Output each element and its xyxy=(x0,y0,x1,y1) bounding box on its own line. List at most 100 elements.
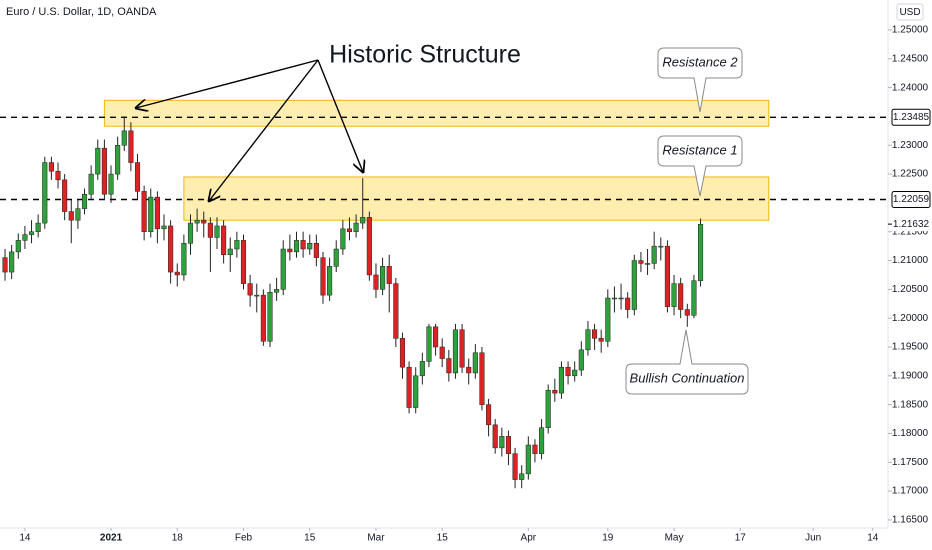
candle-body xyxy=(62,179,68,212)
x-tick-label: 17 xyxy=(735,533,747,544)
y-tick-label: 1.22500 xyxy=(892,169,929,180)
candle-body xyxy=(353,222,359,232)
candle-body xyxy=(585,329,591,351)
candle-body xyxy=(691,280,697,316)
candle-body xyxy=(187,222,194,244)
y-tick-label: 1.21000 xyxy=(892,255,929,266)
level-label: 1.23485 xyxy=(893,112,930,123)
y-tick-label: 1.20000 xyxy=(892,313,929,324)
candle-body xyxy=(519,473,525,480)
candle-body xyxy=(227,248,233,256)
candle-body xyxy=(645,263,651,265)
y-tick-label: 1.18000 xyxy=(892,428,929,439)
y-tick-label: 1.17500 xyxy=(892,457,929,468)
zone xyxy=(183,176,770,221)
candle-body xyxy=(274,289,280,293)
candle-body xyxy=(115,145,121,175)
historic-arrows xyxy=(136,59,363,201)
x-tick-label: Mar xyxy=(367,533,385,544)
candle-body xyxy=(419,361,425,377)
candle-body xyxy=(128,130,134,163)
candle-body xyxy=(373,274,379,290)
level-label-box xyxy=(891,108,931,126)
candle-body xyxy=(631,260,637,310)
x-tick-label: 18 xyxy=(172,533,184,544)
candle-body xyxy=(558,366,564,394)
candle-body xyxy=(280,248,286,290)
candle-body xyxy=(479,352,485,405)
candle-body xyxy=(340,228,346,250)
candle-body xyxy=(2,257,8,273)
callout-text: Resistance 1 xyxy=(662,142,737,157)
x-tick-label: Apr xyxy=(521,533,537,544)
last-price-label: 1.21632 xyxy=(893,219,930,230)
candle-body xyxy=(671,283,677,307)
candle-body xyxy=(207,222,213,238)
candle-body xyxy=(638,260,644,264)
candle-body xyxy=(168,225,174,273)
candle-body xyxy=(565,366,571,377)
callout-text: Bullish Continuation xyxy=(630,370,745,385)
candle-body xyxy=(399,338,406,368)
candle-body xyxy=(141,191,147,232)
candle-body xyxy=(267,291,273,342)
candle-body xyxy=(293,240,300,253)
candle-body xyxy=(55,170,61,181)
candle-body xyxy=(9,251,15,273)
candle-body xyxy=(260,294,266,342)
candle-body xyxy=(413,375,419,408)
zones xyxy=(103,99,770,221)
candle-body xyxy=(592,329,598,339)
candle-body xyxy=(22,234,28,241)
candle-body xyxy=(254,294,260,297)
candle-body xyxy=(360,217,366,224)
candle-body xyxy=(81,194,88,209)
callout-box xyxy=(657,135,743,197)
candle-body xyxy=(42,162,48,224)
x-tick-label: Jun xyxy=(805,533,821,544)
candle-body xyxy=(433,326,439,348)
candle-body xyxy=(161,225,167,230)
candle-body xyxy=(221,225,227,256)
y-tick-label: 1.19500 xyxy=(892,342,929,353)
candle-body xyxy=(572,369,578,377)
candle-body xyxy=(28,231,35,235)
callout-box xyxy=(625,329,749,395)
candle-body xyxy=(532,444,538,454)
candle-body xyxy=(181,242,187,276)
candle-body xyxy=(678,283,684,310)
x-tick-label: May xyxy=(665,533,684,544)
y-tick-label: 1.23000 xyxy=(892,140,929,151)
candle-body xyxy=(346,228,353,232)
candle-body xyxy=(611,297,617,300)
x-tick-label: 14 xyxy=(867,533,879,544)
candle-body xyxy=(697,223,704,281)
y-tick-label: 1.24500 xyxy=(892,53,929,64)
candle-body xyxy=(194,219,200,224)
x-tick-label: 15 xyxy=(437,533,449,544)
candle-body xyxy=(552,389,558,394)
candle-body xyxy=(452,329,459,374)
candle-body xyxy=(88,173,94,195)
currency: USD xyxy=(899,7,920,18)
x-tick-label: 19 xyxy=(602,533,614,544)
candle-body xyxy=(618,297,624,300)
candle-body xyxy=(327,266,333,296)
x-tick-label: Feb xyxy=(235,533,253,544)
candle-body xyxy=(307,242,313,250)
candle-body xyxy=(95,147,101,175)
candle-body xyxy=(625,297,631,310)
candle-body xyxy=(598,338,604,342)
x-tick-label: 2021 xyxy=(100,533,123,544)
y-tick-label: 1.24000 xyxy=(892,82,929,93)
candle-body xyxy=(578,349,584,371)
y-tick-label: 1.17000 xyxy=(892,486,929,497)
y-tick-label: 1.18500 xyxy=(892,399,929,410)
levels xyxy=(0,116,888,201)
candle-body xyxy=(499,436,505,449)
candle-body xyxy=(148,196,154,232)
level-label: 1.22059 xyxy=(893,194,930,205)
candle-body xyxy=(393,283,399,339)
candle-body xyxy=(320,257,326,296)
